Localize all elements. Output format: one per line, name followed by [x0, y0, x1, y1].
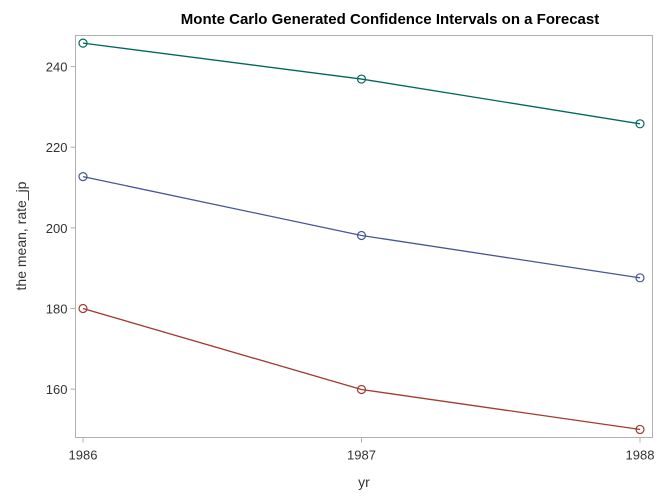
data-point [356, 230, 367, 241]
y-tick-label: 240 [46, 60, 68, 75]
data-point [356, 384, 367, 395]
x-tick-label: 1987 [347, 448, 376, 463]
x-axis-label: yr [358, 474, 370, 490]
data-point [78, 303, 88, 314]
data-point [78, 172, 88, 182]
data-point [356, 74, 367, 84]
data-point [635, 119, 645, 129]
series-line-1 [82, 175, 641, 279]
y-axis-label: the mean, rate_jp [13, 181, 29, 290]
series-line-2 [82, 307, 641, 431]
x-tick-label: 1986 [69, 448, 98, 463]
y-tick-label: 160 [46, 382, 68, 397]
series-line-0 [82, 42, 641, 125]
y-tick-label: 220 [46, 140, 68, 155]
y-tick-label: 200 [46, 221, 68, 236]
y-tick-label: 180 [46, 301, 68, 316]
x-tick-label: 1988 [626, 448, 655, 463]
data-point [78, 38, 88, 48]
chart-title: Monte Carlo Generated Confidence Interva… [181, 11, 599, 28]
plot-frame [75, 35, 653, 438]
data-point [635, 273, 645, 283]
data-point [635, 424, 645, 435]
